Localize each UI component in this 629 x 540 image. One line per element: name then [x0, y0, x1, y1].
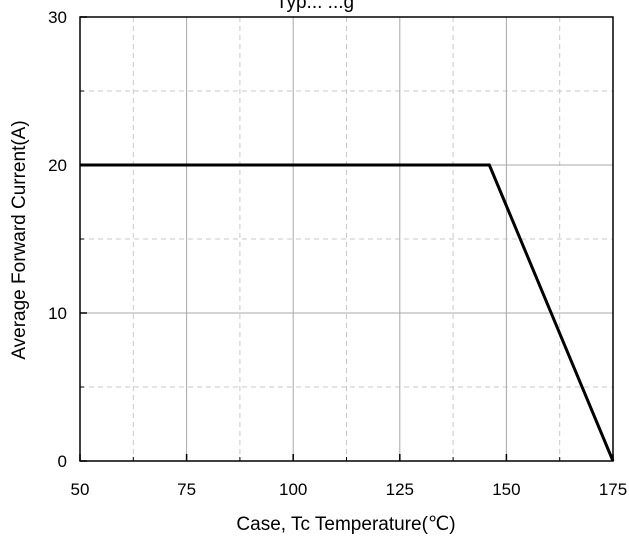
chart-title: Typ... ...g — [276, 0, 354, 13]
x-tick-label: 175 — [599, 480, 627, 499]
series-line-0 — [80, 163, 615, 462]
y-tick-label: 20 — [48, 156, 67, 175]
x-tick-label: 150 — [492, 480, 520, 499]
x-tick-label: 100 — [279, 480, 307, 499]
y-tick-label: 0 — [58, 452, 67, 471]
x-axis-title: Case, Tc Temperature(℃) — [236, 514, 455, 535]
y-tick-label: 10 — [48, 304, 67, 323]
series-layer — [80, 163, 615, 462]
x-tick-label: 75 — [177, 480, 196, 499]
minor-grid — [80, 17, 613, 461]
tick-marks — [79, 16, 614, 462]
y-axis-title: Average Forward Current(A) — [9, 120, 30, 359]
tick-labels: 50 75 100 125 150 175 0 10 20 30 — [48, 8, 627, 499]
x-tick-label: 125 — [386, 480, 414, 499]
x-tick-label: 50 — [71, 480, 90, 499]
y-tick-label: 30 — [48, 8, 67, 27]
